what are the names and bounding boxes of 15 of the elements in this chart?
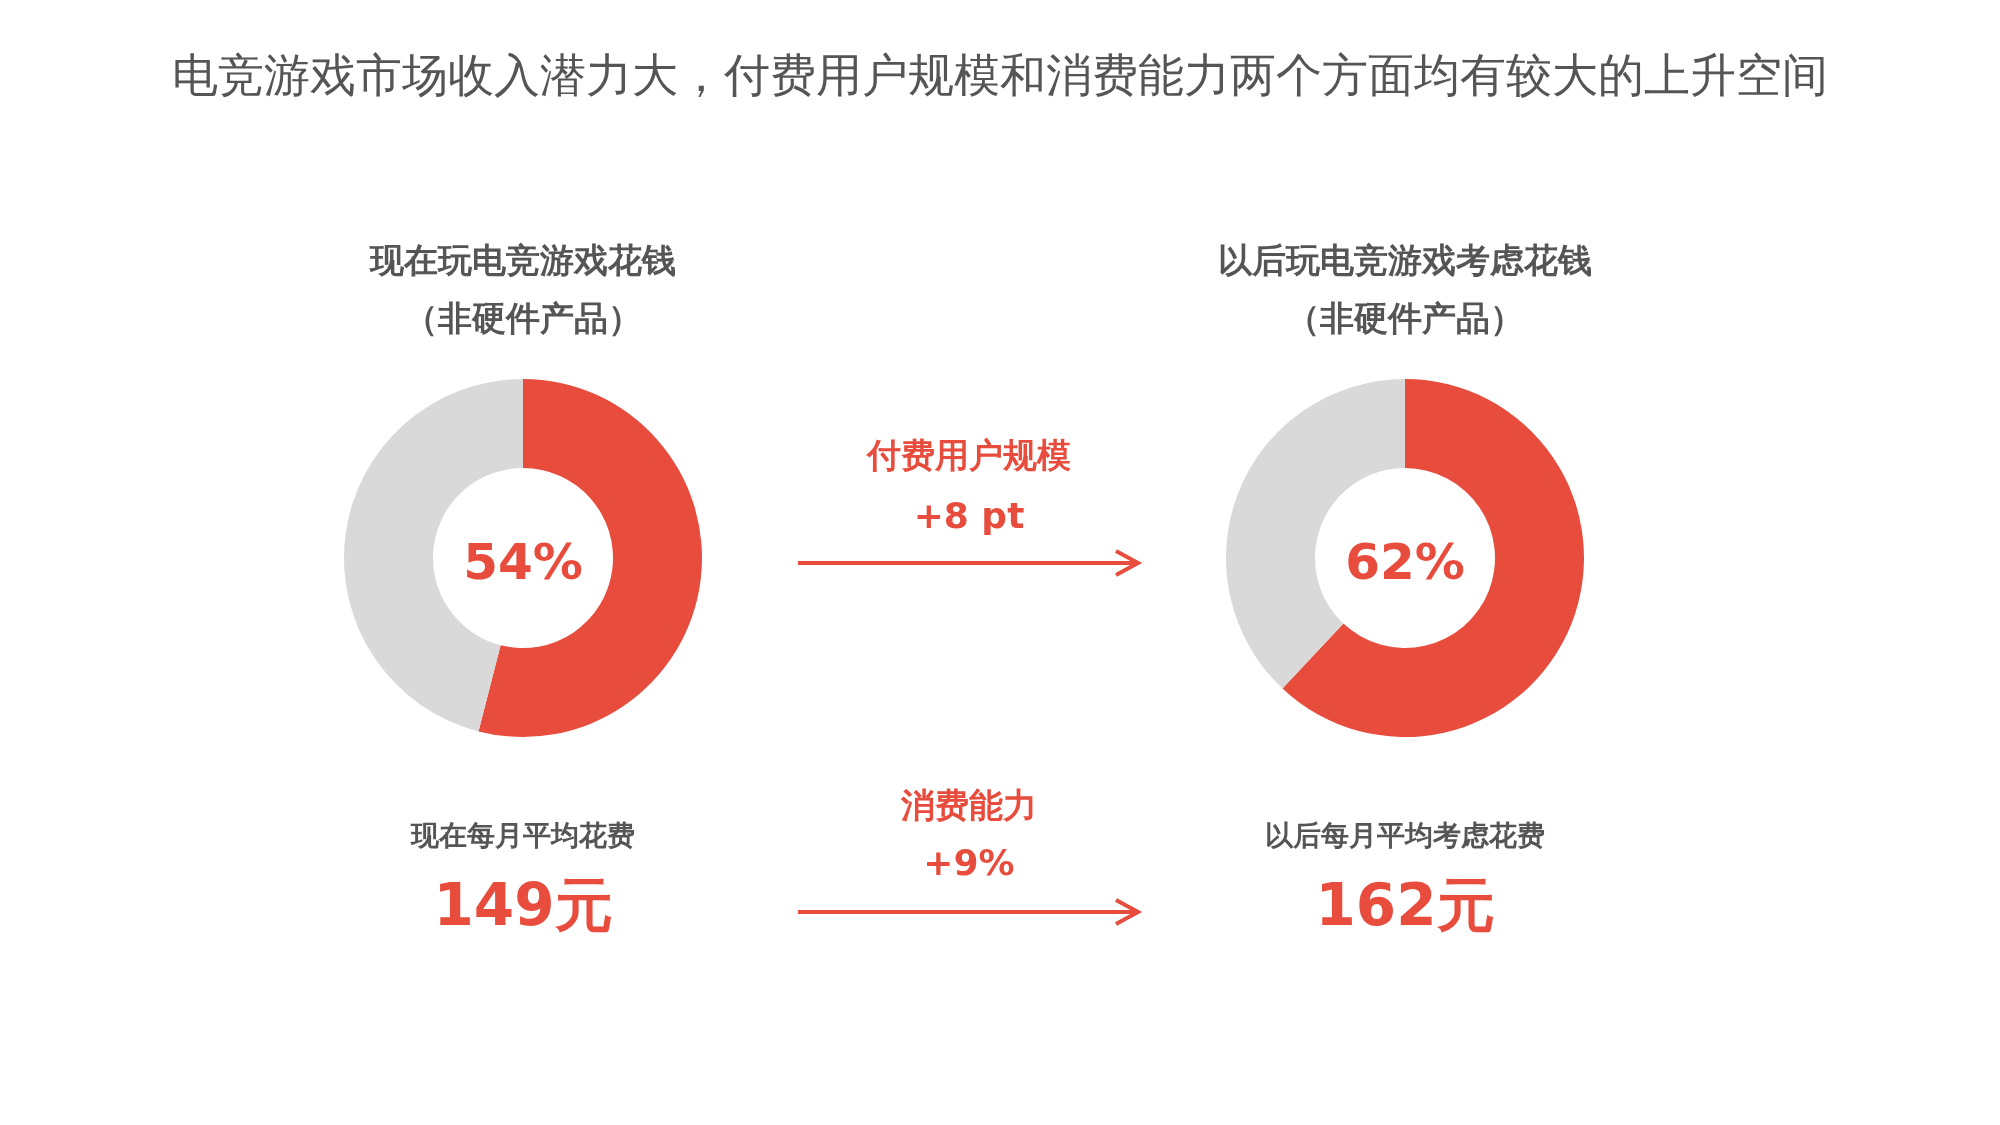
chart-title: 以后玩电竞游戏考虑花钱 (1218, 240, 1592, 280)
text: 以后每月平均考虑花费 (1265, 818, 1545, 852)
chart-title: 现在玩电竞游戏花钱 (368, 240, 676, 280)
text: 162元 (1315, 871, 1495, 939)
text: 电竞游戏市场收入潜力大，付费用户规模和消费能力两个方面均有较大的上升空间 (172, 48, 1828, 102)
text: 付费用户规模 (865, 435, 1071, 475)
text: 149元 (433, 871, 613, 939)
data-label: 54% (463, 533, 583, 591)
text: +9% (923, 841, 1015, 883)
chart-subtitle: （非硬件产品） (404, 298, 642, 338)
text: 现在每月平均花费 (410, 818, 635, 852)
text: +8 pt (913, 494, 1025, 536)
chart-subtitle: （非硬件产品） (1286, 298, 1524, 338)
text: 消费能力 (900, 785, 1037, 825)
data-label: 62% (1345, 533, 1465, 591)
